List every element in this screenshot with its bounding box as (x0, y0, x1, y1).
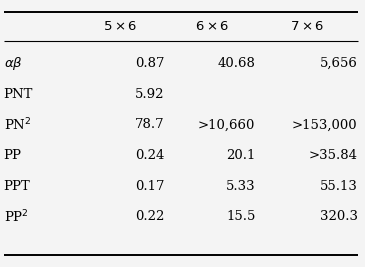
Text: $\alpha\beta$: $\alpha\beta$ (4, 55, 22, 72)
Text: $7 \times 6$: $7 \times 6$ (289, 20, 324, 33)
Text: >35.84: >35.84 (309, 149, 358, 162)
Text: 40.68: 40.68 (218, 57, 256, 70)
Text: 55.13: 55.13 (320, 180, 358, 193)
Text: 15.5: 15.5 (226, 210, 256, 223)
Text: >153,000: >153,000 (292, 118, 358, 131)
Text: 0.17: 0.17 (135, 180, 164, 193)
Text: PP$^2$: PP$^2$ (4, 209, 28, 225)
Text: 78.7: 78.7 (135, 118, 164, 131)
Text: PN$^2$: PN$^2$ (4, 116, 31, 133)
Text: PP: PP (4, 149, 22, 162)
Text: >10,660: >10,660 (198, 118, 256, 131)
Text: 0.24: 0.24 (135, 149, 164, 162)
Text: PNT: PNT (4, 88, 33, 101)
Text: 5,656: 5,656 (320, 57, 358, 70)
Text: 320.3: 320.3 (320, 210, 358, 223)
Text: 20.1: 20.1 (226, 149, 256, 162)
Text: $6 \times 6$: $6 \times 6$ (195, 20, 229, 33)
Text: PPT: PPT (4, 180, 30, 193)
Text: $5 \times 6$: $5 \times 6$ (103, 20, 138, 33)
Text: 0.87: 0.87 (135, 57, 164, 70)
Text: 0.22: 0.22 (135, 210, 164, 223)
Text: 5.33: 5.33 (226, 180, 256, 193)
Text: 5.92: 5.92 (135, 88, 164, 101)
